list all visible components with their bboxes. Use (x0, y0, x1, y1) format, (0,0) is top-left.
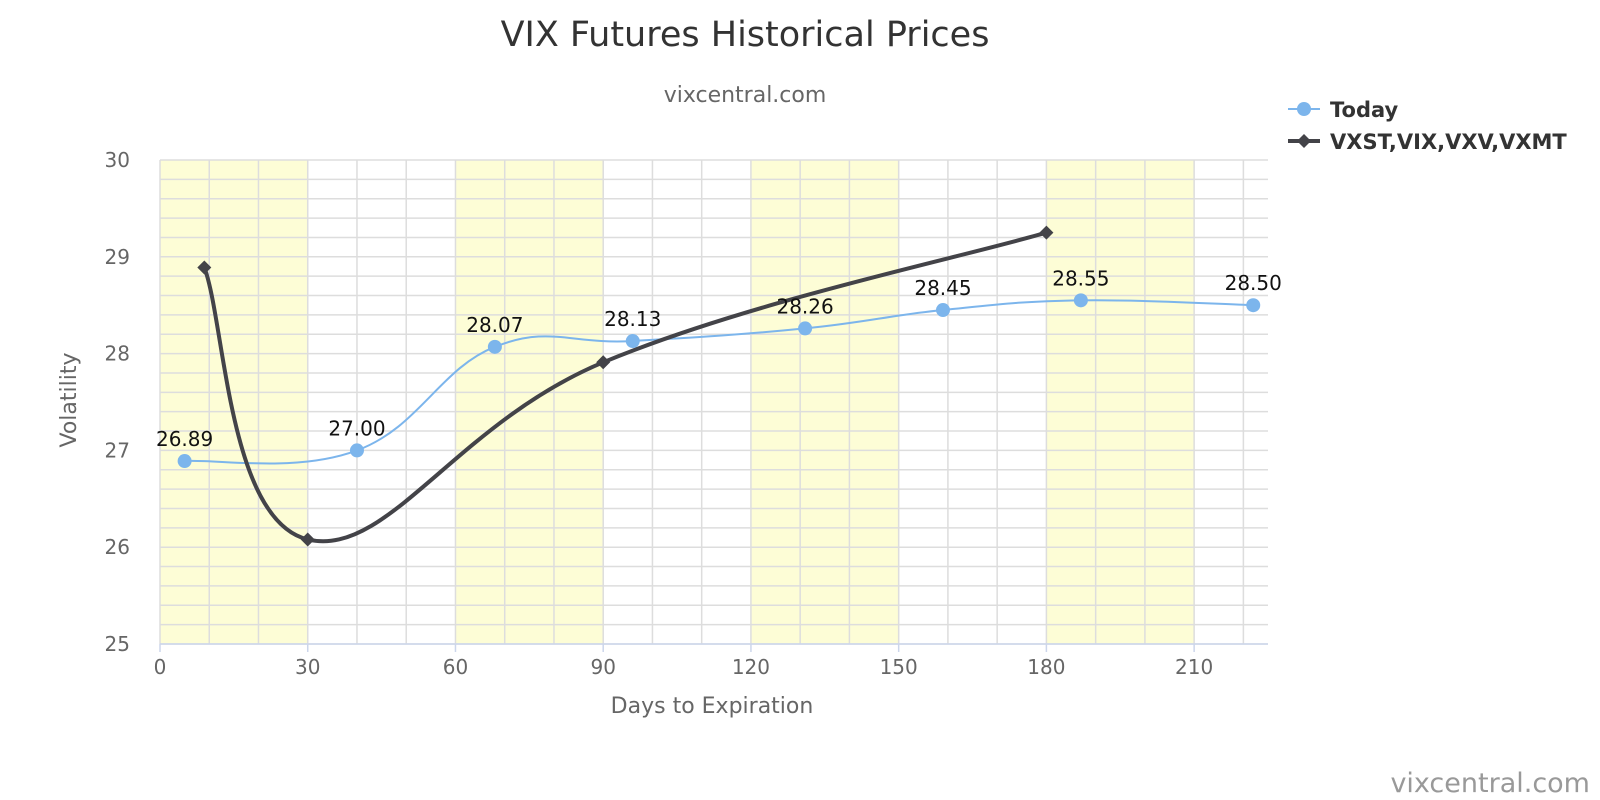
series-line (184, 299, 1254, 465)
x-tick-label: 210 (1175, 655, 1213, 679)
legend[interactable]: Today VXST,VIX,VXV,VXMT (1288, 98, 1567, 154)
data-point[interactable] (1073, 293, 1088, 308)
credits[interactable]: vixcentral.com (1390, 768, 1590, 799)
y-axis-ticks: 25 26 27 28 29 30 (105, 148, 130, 656)
x-tick-label: 120 (732, 655, 770, 679)
y-tick-label: 28 (105, 342, 130, 366)
shaded-band (750, 160, 899, 644)
y-axis-title: Volatility (57, 352, 82, 447)
data-point[interactable] (487, 339, 502, 354)
x-tick-label: 30 (295, 655, 320, 679)
legend-label: VXST,VIX,VXV,VXMT (1330, 130, 1567, 154)
x-axis-ticks: 0 30 60 90 120 150 180 210 (154, 644, 1213, 679)
data-label: 28.07 (466, 313, 523, 337)
x-tick-label: 180 (1027, 655, 1065, 679)
chart-title: VIX Futures Historical Prices (501, 15, 990, 55)
y-tick-label: 25 (105, 632, 130, 656)
x-tick-label: 0 (154, 655, 167, 679)
series-markers: 26.89 27.00 28.07 28.13 28.26 28.45 28.55 28.50 (156, 266, 1282, 469)
data-label: 28.45 (914, 276, 971, 300)
data-label: 28.50 (1225, 271, 1282, 295)
shaded-band (1046, 160, 1195, 644)
data-point[interactable] (798, 321, 813, 336)
legend-marker (1297, 134, 1311, 148)
data-label: 28.55 (1052, 266, 1109, 290)
legend-item[interactable]: Today (1288, 98, 1399, 122)
x-tick-label: 150 (880, 655, 918, 679)
data-label: 28.26 (776, 294, 833, 318)
legend-marker (1297, 102, 1311, 116)
data-point[interactable] (935, 303, 950, 318)
series-layer: 26.89 27.00 28.07 28.13 28.26 28.45 28.55 28.50 (156, 225, 1282, 547)
series-line (202, 230, 1047, 544)
shaded-band (160, 160, 308, 644)
data-point[interactable] (625, 334, 640, 349)
data-point-diamond[interactable] (197, 260, 212, 275)
data-point[interactable] (349, 443, 364, 458)
x-tick-label: 60 (443, 655, 468, 679)
data-point[interactable] (177, 454, 192, 469)
data-label: 26.89 (156, 427, 213, 451)
y-tick-label: 30 (105, 148, 130, 172)
x-axis-title: Days to Expiration (611, 694, 814, 719)
data-label: 28.13 (604, 307, 661, 331)
legend-item[interactable]: VXST,VIX,VXV,VXMT (1288, 130, 1567, 154)
data-point-diamond[interactable] (300, 532, 315, 547)
y-tick-label: 27 (105, 438, 130, 462)
legend-label: Today (1330, 98, 1399, 122)
data-point[interactable] (1246, 298, 1261, 313)
data-label: 27.00 (328, 416, 385, 440)
x-tick-label: 90 (590, 655, 615, 679)
y-tick-label: 29 (105, 245, 130, 269)
data-point-diamond[interactable] (596, 355, 611, 370)
series-markers (197, 225, 1054, 547)
shaded-bands (160, 160, 1195, 644)
data-point-diamond[interactable] (1039, 225, 1054, 240)
chart-subtitle: vixcentral.com (664, 83, 827, 108)
y-tick-label: 26 (105, 535, 130, 559)
